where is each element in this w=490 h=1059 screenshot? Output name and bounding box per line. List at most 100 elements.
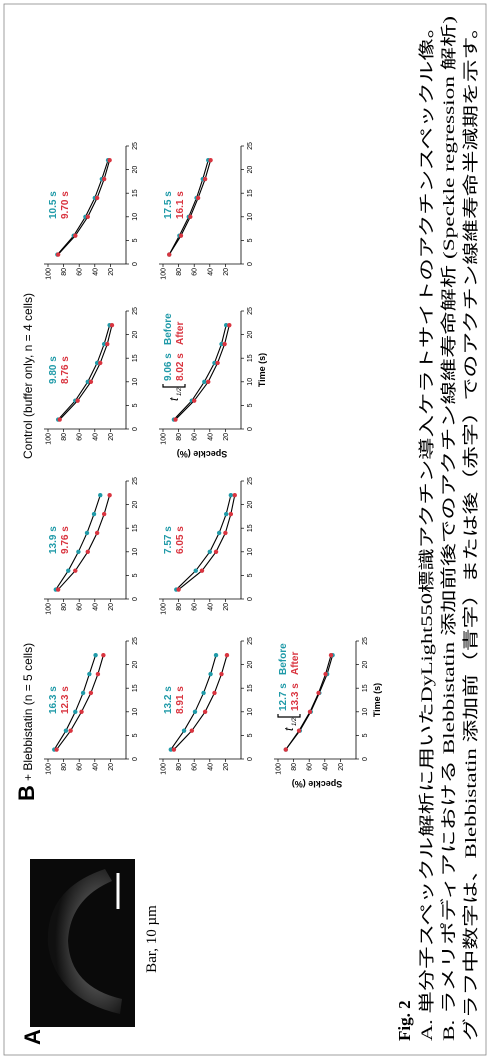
data-point xyxy=(105,341,110,347)
x-tick-label: 15 xyxy=(247,189,254,197)
y-tick-label: 60 xyxy=(192,603,199,611)
y-tick-label: 60 xyxy=(77,603,84,611)
y-tick-label: 60 xyxy=(77,433,84,441)
y-tick-label: 100 xyxy=(276,763,283,775)
data-point xyxy=(98,492,103,498)
x-tick-label: 20 xyxy=(132,501,139,509)
data-point xyxy=(94,195,100,201)
x-tick-label: 5 xyxy=(132,573,139,577)
x-tick-label: 10 xyxy=(247,708,254,716)
data-point xyxy=(55,252,61,257)
x-tick-label: 20 xyxy=(132,331,139,339)
data-point xyxy=(75,398,80,403)
data-point xyxy=(168,747,174,752)
data-point xyxy=(208,671,213,677)
y-tick-label: 80 xyxy=(291,763,298,771)
key-t: t xyxy=(282,727,296,731)
key-after: After xyxy=(290,652,301,675)
y-tick-label: 100 xyxy=(161,603,168,615)
x-tick-label: 5 xyxy=(132,733,139,737)
data-point xyxy=(199,568,205,573)
x-tick-label: 25 xyxy=(132,477,139,485)
x-tick-label: 10 xyxy=(247,378,254,386)
before-half-life: 13.9 s xyxy=(48,526,59,554)
key-before: Before xyxy=(163,313,174,345)
x-tick-label: 20 xyxy=(132,166,139,174)
scale-label: Bar, 10 µm xyxy=(144,905,160,973)
data-point xyxy=(109,322,115,328)
x-tick-label: 0 xyxy=(132,262,139,266)
y-tick-label: 60 xyxy=(192,433,199,441)
data-point xyxy=(181,728,187,733)
data-point xyxy=(189,728,195,733)
data-point xyxy=(219,341,224,347)
fit-curve xyxy=(56,655,104,750)
data-point xyxy=(63,728,69,733)
y-tick-label: 40 xyxy=(322,763,329,771)
y-tick-label: 80 xyxy=(176,763,183,771)
data-point xyxy=(55,587,61,592)
x-tick-label: 10 xyxy=(132,708,139,716)
y-tick-label: 80 xyxy=(176,603,183,611)
data-point xyxy=(171,747,177,752)
before-half-life: 9.80 s xyxy=(48,356,59,384)
x-tick-label: 20 xyxy=(362,661,369,669)
x-tick-label: 0 xyxy=(247,427,254,431)
y-tick-label: 20 xyxy=(108,603,115,611)
x-tick-label: 25 xyxy=(247,477,254,485)
x-tick-label: 10 xyxy=(132,378,139,386)
key-before: Before xyxy=(278,643,289,675)
fit-curve xyxy=(57,325,111,420)
y-tick-label: 60 xyxy=(77,268,84,276)
y-tick-label: 20 xyxy=(108,763,115,771)
before-half-life: 17.5 s xyxy=(163,191,174,219)
data-point xyxy=(193,568,198,573)
data-point xyxy=(85,379,90,384)
x-tick-label: 5 xyxy=(247,573,254,577)
x-tick-label: 25 xyxy=(362,637,369,645)
x-tick-label: 0 xyxy=(247,262,254,266)
fit-curve xyxy=(56,159,109,255)
x-tick-label: 0 xyxy=(362,757,369,761)
data-point xyxy=(215,360,220,366)
data-point xyxy=(73,233,78,238)
fit-curve xyxy=(170,655,217,750)
after-half-life: 8.76 s xyxy=(60,356,71,384)
key-sub: 1/2 xyxy=(292,717,298,726)
y-tick-label: 80 xyxy=(176,433,183,441)
data-point xyxy=(202,379,207,384)
before-half-life: 10.5 s xyxy=(48,191,59,219)
fit-curve xyxy=(53,654,97,750)
data-point xyxy=(224,652,230,658)
data-point xyxy=(192,398,197,403)
data-point xyxy=(296,728,302,733)
before-half-life: 12.7 s xyxy=(278,683,289,711)
data-point xyxy=(167,252,172,257)
y-tick-label: 40 xyxy=(207,603,214,611)
x-tick-label: 10 xyxy=(132,548,139,556)
x-tick-label: 0 xyxy=(247,597,254,601)
data-point xyxy=(73,568,78,573)
x-tick-label: 25 xyxy=(132,637,139,645)
data-point xyxy=(228,511,234,517)
y-tick-label: 20 xyxy=(223,433,230,441)
data-point xyxy=(84,530,90,536)
y-tick-label: 20 xyxy=(223,268,230,276)
data-point xyxy=(101,341,107,347)
data-point xyxy=(212,360,217,366)
group-title: + Blebbistatin (n = 5 cells) xyxy=(21,643,35,781)
data-point xyxy=(93,652,98,658)
x-tick-label: 0 xyxy=(132,757,139,761)
cell-image xyxy=(47,869,122,1014)
y-tick-label: 40 xyxy=(207,433,214,441)
data-point xyxy=(283,747,288,752)
frame xyxy=(3,3,487,1056)
y-tick-label: 40 xyxy=(92,433,99,441)
data-point xyxy=(85,549,90,554)
fit-curve xyxy=(175,325,230,420)
x-axis-title: Time (s) xyxy=(372,683,382,717)
panel-label: B xyxy=(14,785,39,801)
data-point xyxy=(213,652,219,658)
